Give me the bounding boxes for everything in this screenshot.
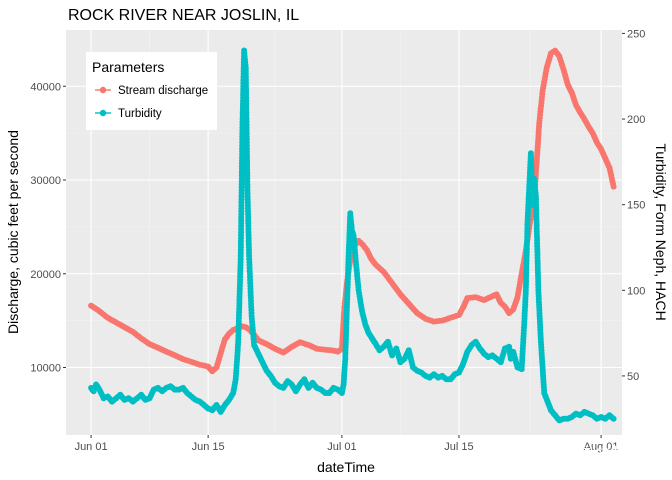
x-tick-label: Jul 01 (327, 441, 356, 453)
y2-tick-label: 50 (627, 371, 639, 383)
y2-tick-label: 150 (627, 200, 645, 212)
legend-title: Parameters (92, 59, 164, 75)
x-axis-title: dateTime (317, 459, 375, 475)
legend-keys (95, 86, 111, 117)
series-turbidity (88, 47, 617, 424)
left-y-axis: 10000 20000 30000 40000 (30, 81, 66, 375)
legend-key-point-stream-discharge (99, 86, 107, 94)
y-tick-label: 40000 (30, 81, 61, 93)
data-point-turbidity (610, 415, 617, 422)
x-axis: Jun 01 Jun 15 Jul 01 Jul 15 Aug 01 (75, 435, 619, 453)
series-layer (88, 47, 617, 424)
y-axis-title: Discharge, cubic feet per second (5, 130, 21, 334)
y2-tick-label: 250 (627, 28, 645, 40)
x-tick-label: Jun 15 (192, 441, 225, 453)
chart-title: ROCK RIVER NEAR JOSLIN, IL (68, 7, 299, 24)
right-y-axis: 50 100 150 200 250 (622, 28, 645, 383)
y-tick-label: 20000 (30, 269, 61, 281)
data-point-stream-discharge (610, 183, 617, 190)
y2-axis-title: Turbidity, Form Neph, HACH (653, 143, 669, 320)
watermark-text: 知乎 @刘文龙 (536, 445, 624, 461)
x-tick-label: Aug 01 (584, 441, 619, 453)
legend-key-point-turbidity (99, 109, 107, 117)
y2-tick-label: 100 (627, 285, 645, 297)
y-tick-label: 10000 (30, 363, 61, 375)
legend-label-turbidity: Turbidity (118, 108, 162, 120)
legend-box (86, 52, 217, 130)
y-tick-label: 30000 (30, 175, 61, 187)
x-tick-label: Jul 15 (444, 441, 473, 453)
x-tick-label: Jun 01 (75, 441, 108, 453)
legend: Parameters Stream discharge Turbidity (86, 52, 217, 130)
legend-label-stream-discharge: Stream discharge (118, 85, 208, 97)
y2-tick-label: 200 (627, 114, 645, 126)
